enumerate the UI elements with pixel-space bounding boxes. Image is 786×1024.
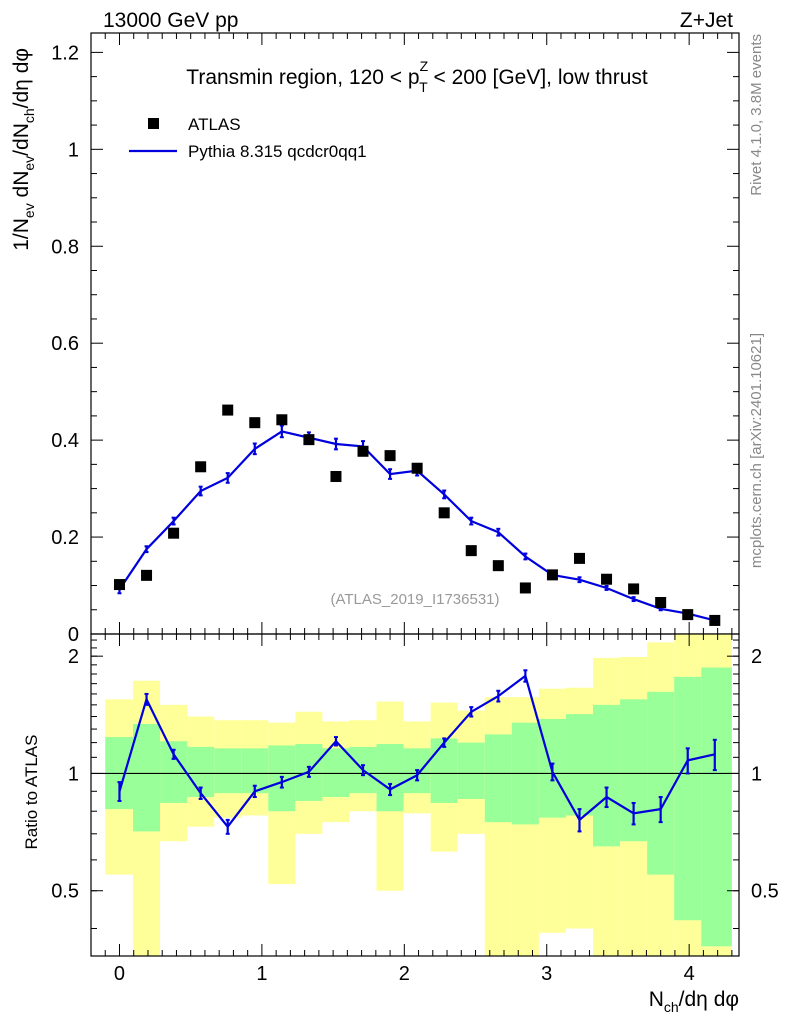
legend-atlas-marker xyxy=(148,118,159,129)
x-axis: 0 1 2 3 4 xyxy=(90,33,733,985)
y-tick-label: 1 xyxy=(68,139,79,161)
atlas-data-point xyxy=(465,545,477,557)
atlas-data-point xyxy=(249,417,261,429)
inner-band-bin xyxy=(484,734,512,823)
atlas-data-point xyxy=(601,573,613,585)
inner-band-bin xyxy=(457,742,485,799)
atlas-data-point xyxy=(438,507,450,519)
ratio-y-tick-label: 2 xyxy=(68,646,79,668)
inner-band-bin xyxy=(430,738,458,803)
atlas-data-point xyxy=(519,582,531,594)
process-label: Z+Jet xyxy=(680,9,733,32)
ratio-y-axis-label: Ratio to ATLAS xyxy=(22,735,41,850)
y-tick-label: 1.2 xyxy=(51,42,79,64)
atlas-data-point xyxy=(113,579,125,591)
inner-band-bin xyxy=(647,691,675,875)
rivet-info: Rivet 4.1.0, 3.8M events xyxy=(748,34,765,196)
uncertainty-bands xyxy=(105,634,732,956)
atlas-data-point xyxy=(492,560,504,572)
x-axis-label: Nch/dη dφ xyxy=(649,988,739,1015)
atlas-data-point xyxy=(222,404,234,416)
y-tick-label: 0.6 xyxy=(51,333,79,355)
inner-band-bin xyxy=(593,704,621,847)
atlas-data-point xyxy=(168,527,180,539)
y-tick-label: 0.8 xyxy=(51,236,79,258)
atlas-data-point xyxy=(682,609,694,621)
energy-label: 13000 GeV pp xyxy=(103,9,238,32)
inner-band-bin xyxy=(214,748,242,794)
atlas-data-point xyxy=(330,470,342,482)
x-tick-label: 1 xyxy=(256,963,267,985)
legend-mc-label: Pythia 8.315 qcdcr0qq1 xyxy=(188,142,367,161)
atlas-data-point xyxy=(573,552,585,564)
ratio-y-axis: 0.5 0.5 1 1 2 2 xyxy=(51,639,779,930)
atlas-data-point xyxy=(276,414,288,426)
y-tick-label: 0 xyxy=(68,624,79,646)
y-tick-label: 0.4 xyxy=(51,430,79,452)
inner-band-bin xyxy=(133,723,161,832)
main-panel: 0 0.2 0.4 0.6 0.8 1 1.2 Transmin region, 120 < … xyxy=(10,32,740,646)
analysis-watermark: (ATLAS_2019_I1736531) xyxy=(330,591,499,608)
legend: ATLAS Pythia 8.315 qcdcr0qq1 xyxy=(129,115,367,161)
atlas-data-point xyxy=(195,461,207,473)
atlas-data-point xyxy=(303,434,315,446)
x-tick-label: 0 xyxy=(114,963,125,985)
inner-band-bin xyxy=(322,748,350,798)
ratio-y-tick-label-right: 1 xyxy=(751,763,762,785)
atlas-data-point xyxy=(141,569,153,581)
atlas-data-point xyxy=(384,450,396,462)
inner-band-bin xyxy=(701,667,732,947)
ratio-y-tick-label: 0.5 xyxy=(51,881,79,903)
atlas-data-point xyxy=(655,596,667,608)
ratio-y-tick-label: 1 xyxy=(68,763,79,785)
x-tick-label: 2 xyxy=(399,963,410,985)
inner-band-bin xyxy=(674,676,702,921)
x-tick-label: 4 xyxy=(684,963,695,985)
atlas-data-point xyxy=(357,445,369,457)
main-y-axis-label: 1/Nev dNev/dNch/dη dφ xyxy=(10,48,37,251)
ratio-y-tick-label-right: 0.5 xyxy=(751,881,779,903)
ratio-frame xyxy=(90,633,740,957)
atlas-data-point xyxy=(546,569,558,581)
atlas-data-point xyxy=(709,614,721,626)
chart-title: Transmin region, 120 < pZ T < 200 [GeV], … xyxy=(186,58,648,95)
y-tick-label: 0.2 xyxy=(51,527,79,549)
atlas-data-point xyxy=(411,462,423,474)
atlas-data-point xyxy=(628,583,640,595)
x-tick-label: 3 xyxy=(541,963,552,985)
inner-band-bin xyxy=(376,744,404,812)
mcplots-info: mcplots.cern.ch [arXiv:2401.10621] xyxy=(748,333,765,568)
legend-atlas-label: ATLAS xyxy=(188,115,241,134)
inner-band-bin xyxy=(565,714,594,816)
ratio-y-tick-label-right: 2 xyxy=(751,646,762,668)
main-y-axis: 0 0.2 0.4 0.6 0.8 1 1.2 xyxy=(51,42,739,646)
